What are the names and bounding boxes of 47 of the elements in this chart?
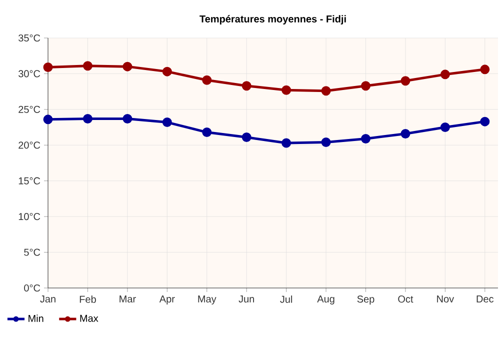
point: [400, 76, 410, 86]
point: [400, 128, 410, 138]
point: [162, 66, 172, 76]
point: [82, 114, 92, 124]
x-tick-label: Nov: [437, 296, 454, 302]
y-tick-label: 15°C: [18, 177, 40, 184]
x-tick-label: Jun: [238, 296, 254, 302]
y-tick-label: 5°C: [24, 248, 40, 256]
point: [242, 81, 252, 91]
legend-label: Min: [28, 314, 44, 322]
x-tick-label: Dec: [476, 296, 494, 302]
point: [122, 114, 132, 124]
x-tick-label: May: [198, 296, 216, 304]
point: [282, 85, 292, 95]
point: [202, 128, 212, 138]
y-tick-label: 10°C: [18, 213, 40, 220]
x-tick-label: Jan: [40, 296, 56, 302]
y-tick-label: 20°C: [18, 142, 40, 149]
x-tick-label: Feb: [80, 296, 96, 303]
point: [440, 70, 450, 80]
chart-title: Températures moyennes - Fidji: [200, 15, 346, 24]
point: [360, 81, 370, 91]
x-tick-label: Mar: [120, 296, 136, 302]
x-tick-label: Aug: [317, 296, 334, 304]
point: [242, 132, 252, 142]
y-tick-label: 30°C: [18, 70, 40, 78]
point: [122, 62, 132, 72]
point: [321, 86, 331, 96]
point: [43, 114, 53, 124]
x-tick-label: Apr: [159, 296, 175, 304]
x-tick-label: Oct: [398, 296, 414, 303]
point: [360, 134, 370, 144]
point: [202, 75, 212, 85]
y-tick-label: 25°C: [18, 106, 40, 113]
x-tick-label: Jul: [280, 296, 292, 303]
point: [321, 138, 331, 148]
point: [282, 138, 292, 148]
point: [162, 118, 172, 128]
legend-label: Max: [80, 314, 98, 322]
point: [82, 61, 92, 71]
point: [43, 62, 53, 72]
point: [440, 122, 450, 132]
point: [480, 116, 490, 126]
point: [480, 64, 490, 74]
y-tick-label: 35°C: [18, 34, 40, 42]
y-tick-label: 0°C: [24, 284, 40, 292]
x-tick-label: Sep: [357, 296, 374, 305]
